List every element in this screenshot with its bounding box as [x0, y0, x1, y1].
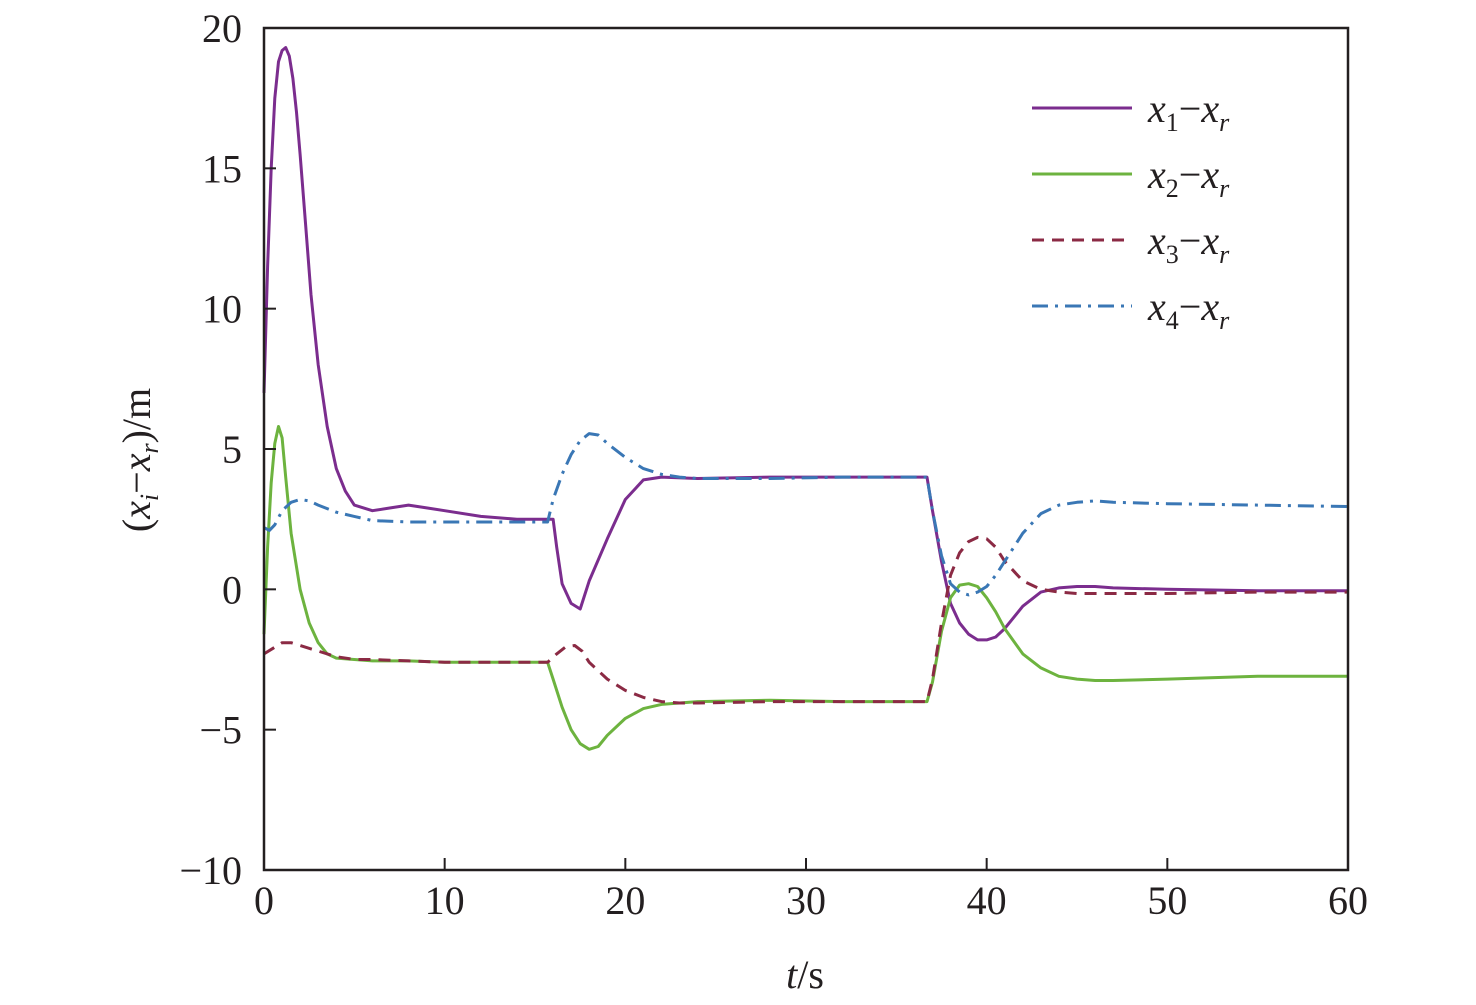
legend: x1−xr x2−xr x3−xr x4−xr [1032, 86, 1230, 335]
plot-lines [262, 46, 1349, 751]
y-axis-ticks: −10 −5 0 5 10 15 20 [179, 6, 276, 893]
x-axis-title: t/s [786, 952, 824, 997]
x-tick-label: 20 [605, 878, 645, 923]
legend-item: x1−xr [1032, 86, 1230, 137]
legend-label: x3−xr [1147, 218, 1230, 269]
legend-item: x4−xr [1032, 284, 1230, 335]
legend-item: x2−xr [1032, 152, 1230, 203]
legend-label: x1−xr [1147, 86, 1230, 137]
y-tick-label: 15 [202, 146, 242, 191]
x-tick-label: 0 [254, 878, 274, 923]
legend-label: x2−xr [1147, 152, 1230, 203]
x-tick-label: 60 [1328, 878, 1368, 923]
legend-label: x4−xr [1147, 284, 1230, 335]
y-tick-label: 20 [202, 6, 242, 51]
x-axis-ticks: 0 10 20 30 40 50 60 [254, 858, 1368, 923]
series-line-2 [262, 425, 1348, 751]
y-tick-label: 5 [222, 427, 242, 472]
x-tick-label: 10 [425, 878, 465, 923]
series-line-1 [262, 46, 1348, 642]
series-line-4 [263, 432, 1349, 597]
y-tick-label: −10 [179, 848, 242, 893]
series-line-3 [263, 535, 1348, 705]
y-tick-label: 10 [202, 287, 242, 332]
x-tick-label: 40 [967, 878, 1007, 923]
legend-item: x3−xr [1032, 218, 1230, 269]
x-tick-label: 30 [786, 878, 826, 923]
y-tick-label: 0 [222, 567, 242, 612]
y-tick-label: −5 [199, 708, 242, 753]
y-axis-title: (xi−xr)/m [114, 388, 164, 532]
x-tick-label: 50 [1147, 878, 1187, 923]
